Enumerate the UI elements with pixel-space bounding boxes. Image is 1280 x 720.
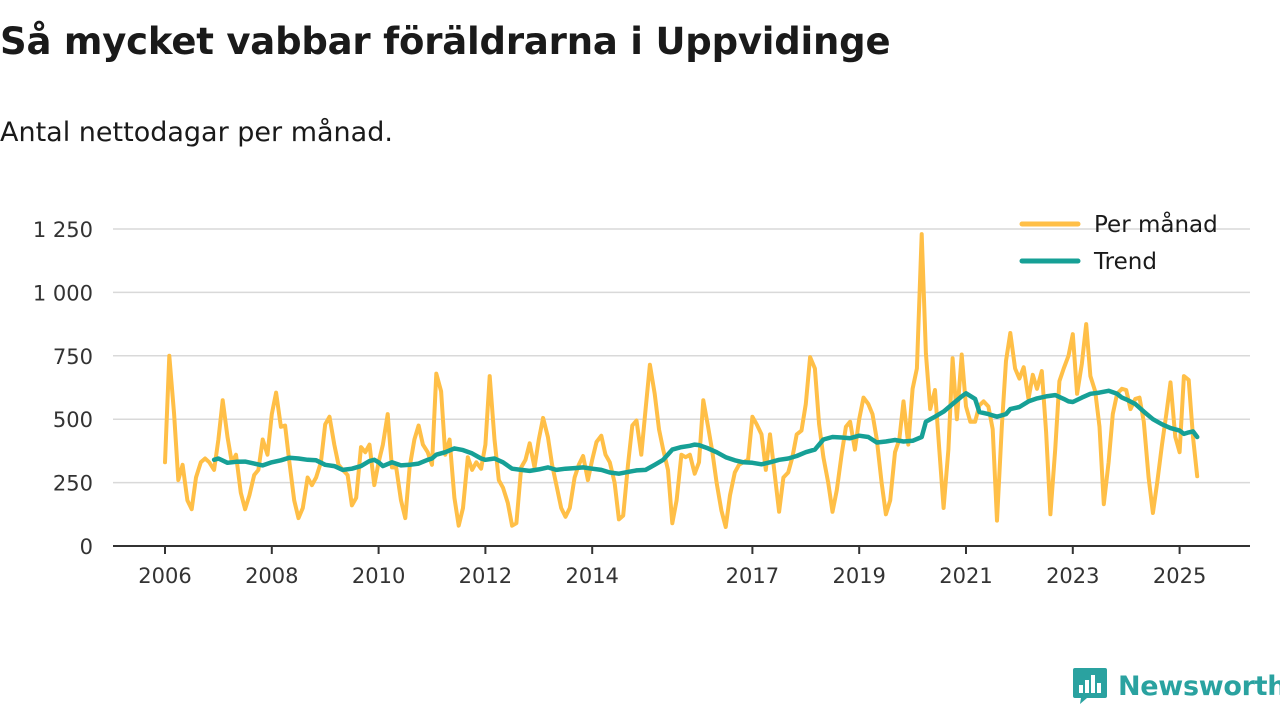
legend-item-trend[interactable]: Trend bbox=[1019, 249, 1157, 275]
x-tick-label: 2010 bbox=[352, 564, 405, 588]
series-line-trend bbox=[211, 388, 1200, 476]
y-axis-ticks: 0 250 500 750 1 000 1 250 bbox=[33, 218, 93, 559]
legend: Per månad Trend bbox=[1019, 210, 1218, 275]
y-tick-label: 750 bbox=[53, 345, 93, 369]
x-tick-label: 2025 bbox=[1153, 564, 1206, 588]
x-tick-label: 2017 bbox=[726, 564, 779, 588]
page-subtitle: Antal nettodagar per månad. bbox=[0, 117, 393, 148]
y-tick-label: 250 bbox=[53, 472, 93, 496]
series-line-per-manad bbox=[163, 232, 1200, 529]
x-tick-label: 2014 bbox=[565, 564, 618, 588]
x-tick-label: 2012 bbox=[459, 564, 512, 588]
x-tick-label: 2021 bbox=[939, 564, 992, 588]
series-lines bbox=[163, 232, 1200, 529]
legend-item-per-manad[interactable]: Per månad bbox=[1019, 210, 1218, 238]
legend-label-trend: Trend bbox=[1093, 249, 1157, 275]
y-tick-label: 500 bbox=[53, 408, 93, 432]
x-tick-label: 2006 bbox=[138, 564, 191, 588]
x-tick-label: 2008 bbox=[245, 564, 298, 588]
x-axis: 2006 2008 2010 2012 2014 2017 2019 2021 2023 2025 bbox=[113, 545, 1250, 588]
page-title: Så mycket vabbar föräldrarna i Uppviding… bbox=[0, 20, 891, 63]
brand-name: Newsworthy bbox=[1118, 670, 1280, 702]
x-tick-label: 2023 bbox=[1046, 564, 1099, 588]
y-tick-label: 1 250 bbox=[33, 218, 93, 242]
y-tick-label: 0 bbox=[80, 535, 93, 559]
legend-label-per-manad: Per månad bbox=[1094, 210, 1218, 238]
newsworthy-icon bbox=[1073, 668, 1107, 704]
newsworthy-logo[interactable]: Newsworthy bbox=[1072, 666, 1280, 706]
x-tick-label: 2019 bbox=[832, 564, 885, 588]
grid-lines bbox=[113, 228, 1250, 484]
y-tick-label: 1 000 bbox=[33, 281, 93, 305]
